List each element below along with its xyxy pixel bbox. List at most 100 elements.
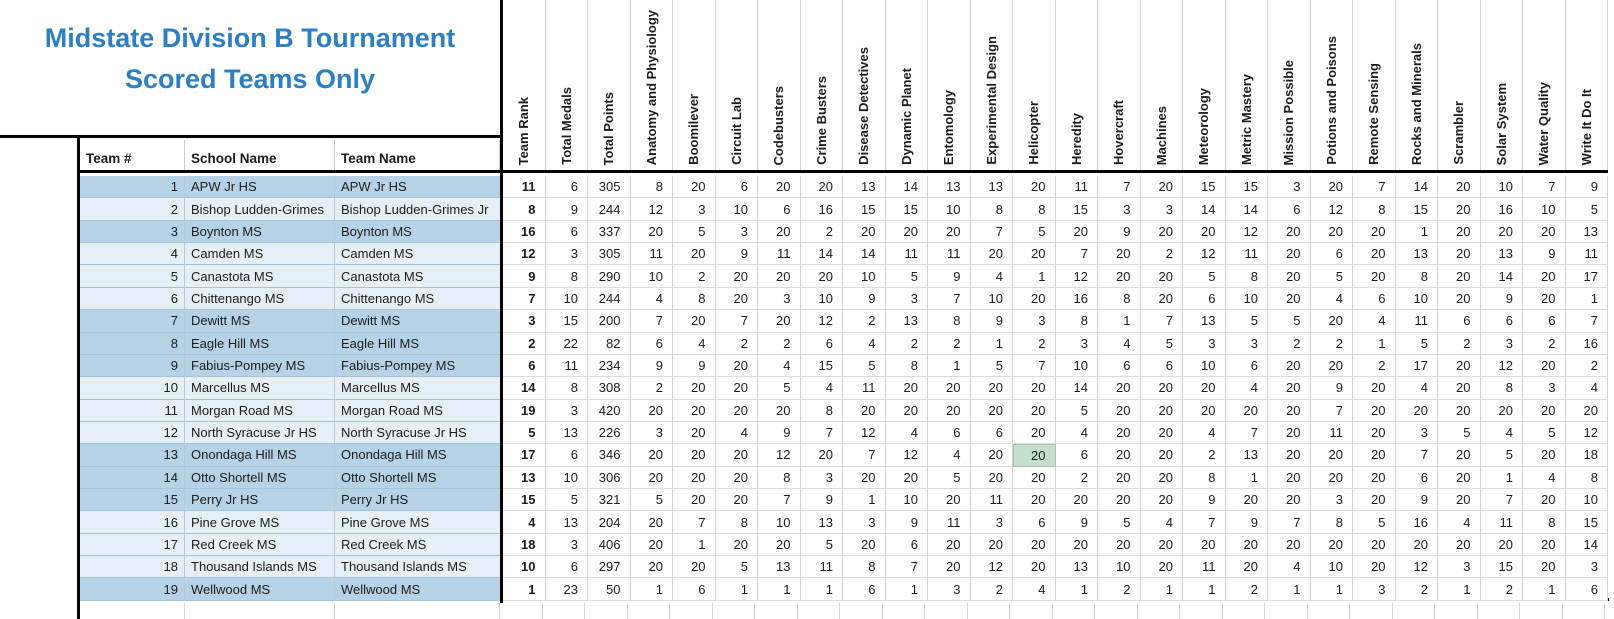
- score-cell[interactable]: 7: [1013, 354, 1056, 378]
- score-cell[interactable]: 20: [673, 489, 716, 512]
- medals-cell[interactable]: 8: [545, 265, 588, 288]
- score-cell[interactable]: 4: [758, 354, 801, 378]
- score-cell[interactable]: 16: [1565, 332, 1608, 355]
- score-cell[interactable]: 20: [715, 377, 758, 400]
- score-cell[interactable]: 15: [1055, 198, 1098, 221]
- score-cell[interactable]: 20: [1438, 220, 1481, 244]
- score-cell[interactable]: 2: [970, 578, 1013, 601]
- team-number-cell[interactable]: 8: [80, 332, 185, 355]
- score-cell[interactable]: 20: [1523, 265, 1566, 288]
- score-cell[interactable]: 20: [1438, 489, 1481, 512]
- score-cell[interactable]: 13: [843, 176, 886, 199]
- score-cell[interactable]: 20: [1225, 489, 1268, 512]
- score-cell[interactable]: 14: [1055, 377, 1098, 400]
- empty-cell[interactable]: [755, 603, 798, 619]
- score-cell[interactable]: 20: [1438, 354, 1481, 378]
- score-cell[interactable]: 20: [928, 533, 971, 557]
- team-name-cell[interactable]: APW Jr HS: [335, 176, 500, 199]
- score-cell[interactable]: 10: [1225, 287, 1268, 311]
- empty-cell[interactable]: [1435, 603, 1478, 619]
- score-cell[interactable]: 3: [843, 511, 886, 534]
- header-team-name[interactable]: Team Name: [335, 140, 500, 170]
- score-cell[interactable]: 2: [758, 332, 801, 355]
- team-number-cell[interactable]: 6: [80, 287, 185, 311]
- school-name-cell[interactable]: Otto Shortell MS: [185, 466, 335, 490]
- score-cell[interactable]: 7: [1395, 444, 1438, 467]
- score-cell[interactable]: 20: [928, 220, 971, 244]
- score-cell[interactable]: 13: [928, 176, 971, 199]
- score-cell[interactable]: 20: [630, 556, 673, 579]
- score-cell[interactable]: 20: [1098, 533, 1141, 557]
- score-cell[interactable]: 20: [630, 533, 673, 557]
- school-name-cell[interactable]: Eagle Hill MS: [185, 332, 335, 355]
- score-cell[interactable]: 3: [928, 578, 971, 601]
- score-cell[interactable]: 10: [715, 198, 758, 221]
- score-cell[interactable]: 20: [1098, 466, 1141, 490]
- empty-cell[interactable]: [1180, 603, 1223, 619]
- score-cell[interactable]: 11: [1055, 176, 1098, 199]
- score-cell[interactable]: 20: [1140, 556, 1183, 579]
- score-cell[interactable]: 8: [1183, 466, 1226, 490]
- score-cell[interactable]: 20: [1523, 399, 1566, 422]
- score-cell[interactable]: 13: [1183, 310, 1226, 333]
- score-cell[interactable]: 6: [843, 578, 886, 601]
- score-cell[interactable]: 6: [1353, 287, 1396, 311]
- score-cell[interactable]: 20: [1013, 466, 1056, 490]
- empty-cell[interactable]: [1308, 603, 1350, 619]
- team-name-cell[interactable]: North Syracuse Jr HS: [335, 422, 500, 445]
- score-cell[interactable]: 11: [1395, 310, 1438, 333]
- empty-cell[interactable]: [840, 603, 883, 619]
- team-number-cell[interactable]: 7: [80, 310, 185, 333]
- score-cell[interactable]: 11: [1225, 243, 1268, 266]
- score-cell[interactable]: 20: [970, 377, 1013, 400]
- score-cell[interactable]: 9: [1225, 511, 1268, 534]
- score-cell[interactable]: 10: [885, 489, 928, 512]
- score-cell[interactable]: 5: [1353, 511, 1396, 534]
- score-cell[interactable]: 20: [1353, 444, 1396, 467]
- event-column-header[interactable]: Write It Do It: [1566, 0, 1608, 170]
- score-cell[interactable]: 7: [1225, 421, 1268, 445]
- score-cell[interactable]: 9: [1565, 176, 1608, 199]
- score-cell[interactable]: 20: [1523, 533, 1566, 557]
- score-cell[interactable]: 8: [928, 310, 971, 333]
- medals-cell[interactable]: 22: [545, 332, 588, 355]
- event-column-header[interactable]: Boomilever: [673, 0, 716, 170]
- score-cell[interactable]: 7: [1565, 310, 1608, 333]
- score-cell[interactable]: 10: [1480, 176, 1523, 199]
- team-name-cell[interactable]: Eagle Hill MS: [335, 333, 500, 355]
- score-cell[interactable]: 20: [1268, 466, 1311, 490]
- medals-cell[interactable]: 6: [545, 556, 588, 579]
- score-cell[interactable]: 16: [1395, 511, 1438, 534]
- score-cell[interactable]: 20: [1438, 243, 1481, 266]
- school-name-cell[interactable]: Morgan Road MS: [185, 399, 335, 422]
- score-cell[interactable]: 20: [715, 489, 758, 512]
- score-cell[interactable]: 20: [715, 466, 758, 490]
- score-cell[interactable]: 1: [843, 489, 886, 512]
- school-name-cell[interactable]: Thousand Islands MS: [185, 556, 335, 579]
- score-cell[interactable]: 7: [630, 310, 673, 333]
- score-cell[interactable]: 20: [630, 220, 673, 244]
- score-cell[interactable]: 20: [715, 265, 758, 288]
- score-cell[interactable]: 20: [1268, 444, 1311, 467]
- score-cell[interactable]: 20: [928, 399, 971, 422]
- medals-cell[interactable]: 8: [545, 377, 588, 400]
- score-cell[interactable]: 8: [673, 287, 716, 311]
- score-cell[interactable]: 4: [1310, 287, 1353, 311]
- score-cell[interactable]: 7: [1183, 511, 1226, 534]
- score-cell[interactable]: 6: [630, 332, 673, 355]
- score-cell[interactable]: 20: [673, 243, 716, 266]
- empty-cell[interactable]: [713, 603, 755, 619]
- score-cell[interactable]: 9: [928, 265, 971, 288]
- empty-cell[interactable]: [500, 603, 543, 619]
- score-cell[interactable]: 20: [1523, 354, 1566, 378]
- score-cell[interactable]: 3: [630, 421, 673, 445]
- score-cell[interactable]: 17: [1395, 354, 1438, 378]
- points-cell[interactable]: 82: [588, 332, 631, 355]
- medals-cell[interactable]: 10: [545, 466, 588, 490]
- score-cell[interactable]: 7: [800, 421, 843, 445]
- score-cell[interactable]: 8: [1523, 511, 1566, 534]
- points-cell[interactable]: 226: [588, 421, 631, 445]
- score-cell[interactable]: 8: [970, 198, 1013, 221]
- score-cell[interactable]: 20: [1140, 287, 1183, 311]
- score-cell[interactable]: 2: [630, 377, 673, 400]
